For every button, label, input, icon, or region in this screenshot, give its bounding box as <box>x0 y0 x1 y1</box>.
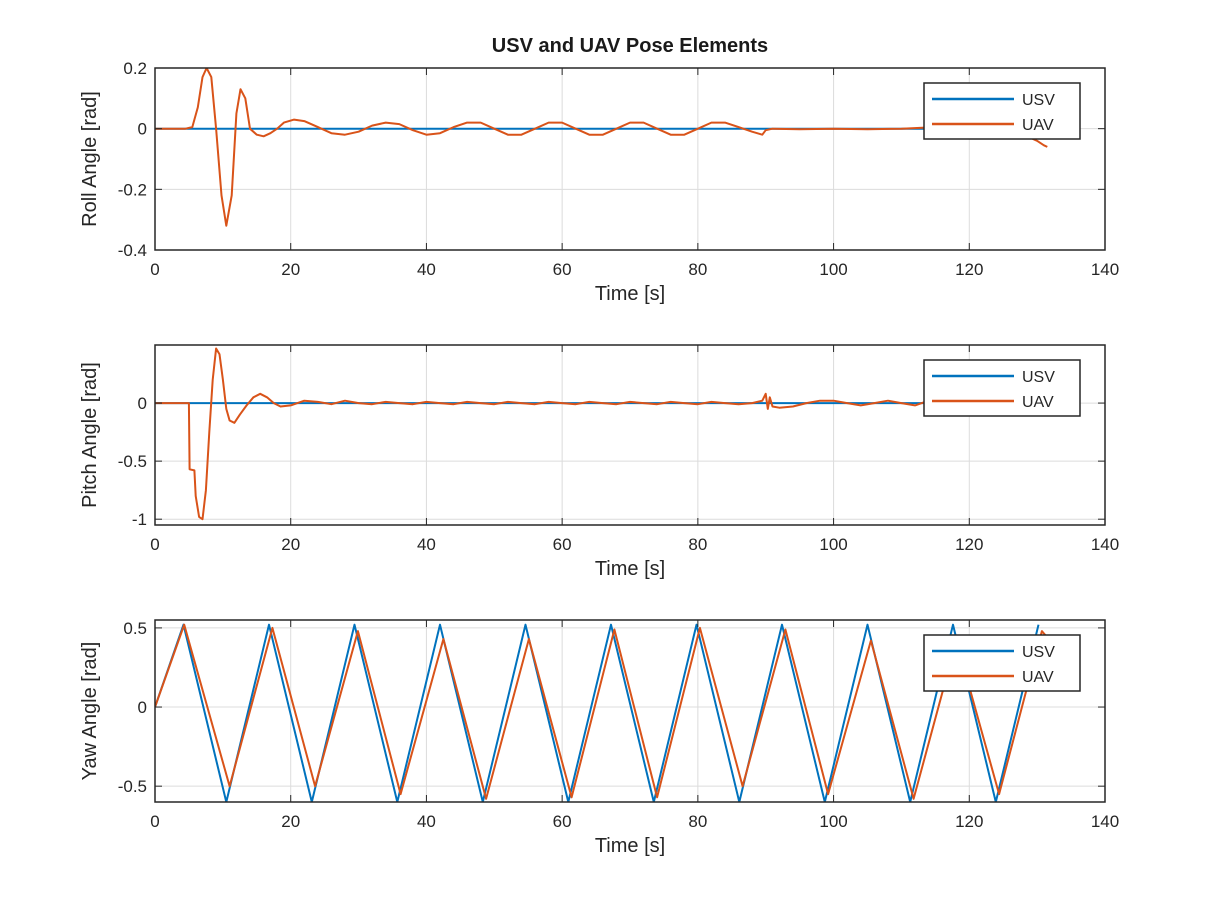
y-tick-label: -0.5 <box>118 452 147 471</box>
y-axis-label: Roll Angle [rad] <box>79 91 101 227</box>
y-tick-label: -1 <box>132 510 147 529</box>
x-tick-label: 140 <box>1091 812 1119 831</box>
series-line-uav <box>155 623 1049 800</box>
y-tick-label: -0.5 <box>118 777 147 796</box>
x-tick-label: 40 <box>417 535 436 554</box>
x-tick-label: 140 <box>1091 535 1119 554</box>
legend-entry-uav: UAV <box>1022 117 1054 134</box>
y-axis-label: Yaw Angle [rad] <box>79 642 101 781</box>
y-tick-label: -0.4 <box>118 241 147 260</box>
x-axis-label: Time [s] <box>595 283 665 305</box>
legend-box <box>923 82 1081 140</box>
x-axis-label: Time [s] <box>595 558 665 580</box>
legend-box <box>923 359 1081 417</box>
x-tick-label: 0 <box>150 812 159 831</box>
legend-entry-usv: USV <box>1022 369 1055 386</box>
axes-box <box>154 344 1106 526</box>
x-tick-label: 20 <box>281 812 300 831</box>
x-tick-label: 60 <box>553 260 572 279</box>
y-tick-label: 0.5 <box>123 619 147 638</box>
x-tick-label: 20 <box>281 260 300 279</box>
legend: USV UAV <box>923 359 1081 417</box>
x-tick-label: 100 <box>819 260 847 279</box>
subplot-1: 0 20 40 60 80 100 120 140 -0.4 -0.2 0 0.2 Time [s] Ro… <box>79 59 1119 305</box>
legend-entry-uav: UAV <box>1022 394 1054 411</box>
x-tick-label: 0 <box>150 260 159 279</box>
legend: USV UAV <box>923 82 1081 140</box>
legend: USV UAV <box>923 634 1081 692</box>
y-tick-label: 0 <box>138 698 147 717</box>
y-tick-label: 0 <box>138 394 147 413</box>
x-tick-label: 80 <box>688 812 707 831</box>
legend-box <box>923 634 1081 692</box>
series-line-usv <box>155 623 1040 802</box>
x-tick-label: 60 <box>553 812 572 831</box>
x-tick-label: 120 <box>955 812 983 831</box>
figure-title: USV and UAV Pose Elements <box>492 35 768 57</box>
axes-box <box>154 67 1106 251</box>
axes-box <box>154 619 1106 803</box>
x-tick-label: 100 <box>819 535 847 554</box>
series-line-uav <box>155 68 1048 227</box>
x-tick-label: 0 <box>150 535 159 554</box>
x-tick-label: 120 <box>955 260 983 279</box>
x-tick-label: 100 <box>819 812 847 831</box>
y-tick-label: -0.2 <box>118 180 147 199</box>
subplot-2: 0 20 40 60 80 100 120 140 -1 -0.5 0 Time [s] Pitch A… <box>79 344 1119 580</box>
x-tick-label: 140 <box>1091 260 1119 279</box>
x-tick-label: 40 <box>417 260 436 279</box>
x-tick-label: 80 <box>688 260 707 279</box>
x-tick-label: 120 <box>955 535 983 554</box>
axes-layer: 0 20 40 60 80 100 120 140 -0.4 -0.2 0 0.2 Time [s] Ro… <box>79 59 1119 857</box>
legend-entry-usv: USV <box>1022 92 1055 109</box>
x-tick-label: 20 <box>281 535 300 554</box>
y-tick-label: 0.2 <box>123 59 147 78</box>
x-tick-label: 80 <box>688 535 707 554</box>
y-axis-label: Pitch Angle [rad] <box>79 362 101 508</box>
series-line-uav <box>155 347 1048 521</box>
legend-entry-uav: UAV <box>1022 669 1054 686</box>
x-axis-label: Time [s] <box>595 835 665 857</box>
x-tick-label: 40 <box>417 812 436 831</box>
legend-entry-usv: USV <box>1022 644 1055 661</box>
x-tick-label: 60 <box>553 535 572 554</box>
y-tick-label: 0 <box>138 120 147 139</box>
